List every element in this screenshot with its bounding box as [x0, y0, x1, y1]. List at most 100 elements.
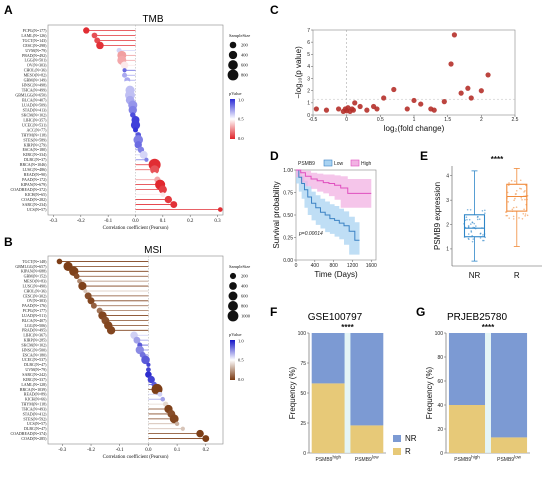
- x-category-label: PSMB9low: [355, 455, 379, 464]
- cancer-type-label: SARC(N=234): [22, 202, 47, 207]
- panel-a-title: TMB: [142, 14, 163, 25]
- lollipop-point: [158, 185, 167, 194]
- sample-point: [476, 218, 479, 221]
- survival-curve-chart: 0 400 800 1200 1600 0.00 0.25 0.50 0.75 1.00 Time …: [272, 159, 377, 279]
- sample-point: [507, 201, 509, 203]
- cancer-type-label: THCA(N=493): [22, 406, 47, 411]
- y-axis-label: PSMB9 expression: [433, 182, 442, 250]
- cancer-type-label: MESO(N=82): [24, 73, 48, 78]
- cancer-type-label: THCA(N=499): [22, 88, 47, 93]
- y-tick-label: 4: [446, 174, 449, 180]
- significance-stars: ****: [491, 155, 504, 164]
- y-tick-label: 0.00: [283, 258, 293, 264]
- sample-point: [519, 179, 522, 182]
- lollipop-point: [169, 414, 179, 424]
- size-legend-dot: [228, 60, 238, 70]
- colorbar-tick-label: 0.5: [238, 358, 244, 363]
- sample-point: [478, 218, 481, 221]
- y-axis-label: Frequency (%): [425, 366, 434, 419]
- cancer-type-label: COAD(N=282): [21, 197, 47, 202]
- cancer-type-label: STES(N=589): [23, 137, 47, 142]
- gene-point: [404, 106, 410, 112]
- x-tick-label: 1600: [366, 263, 377, 269]
- sample-point: [506, 214, 509, 217]
- lollipop-point: [87, 297, 95, 305]
- y-tick-label: 0.25: [283, 235, 293, 241]
- cancer-type-label: KICH(N=65): [25, 192, 47, 197]
- sample-point: [472, 238, 475, 240]
- sample-point: [484, 209, 486, 212]
- lollipop-point: [196, 429, 204, 438]
- lollipop-point: [139, 150, 148, 159]
- cancer-type-label: COADREAD(N=374): [10, 431, 47, 436]
- size-legend-title: SampleSize: [229, 264, 250, 269]
- y-axis-label: −log₁₀(p value): [294, 46, 303, 99]
- lollipop-point: [120, 61, 129, 70]
- lollipop-point: [160, 192, 166, 197]
- y-tick-label: 4: [307, 64, 310, 70]
- sample-point: [524, 190, 526, 192]
- lollipop-point: [96, 41, 104, 50]
- significance-stars: ****: [482, 323, 495, 332]
- bar-segment-nr: [350, 333, 384, 426]
- gene-point: [478, 88, 484, 94]
- sample-point: [508, 217, 510, 219]
- pvalue-colorbar: [230, 340, 235, 380]
- x-tick-label: 0: [345, 117, 348, 123]
- size-legend-label: 400: [241, 53, 249, 58]
- cancer-type-label: READ(N=90): [24, 172, 47, 177]
- x-tick-label: 0.0: [145, 448, 152, 453]
- gene-point: [448, 61, 454, 67]
- x-axis-label: Correlation coefficient (Pearson): [103, 226, 169, 231]
- sample-point: [510, 179, 513, 182]
- sample-point: [479, 233, 482, 235]
- sample-point: [508, 182, 510, 184]
- cancer-type-label: GBMLGG(N=657): [15, 264, 47, 269]
- lollipop-point: [90, 302, 97, 309]
- lollipop-point: [152, 172, 158, 178]
- x-tick-label: -0.2: [77, 219, 85, 224]
- x-tick-label: 2: [480, 117, 483, 123]
- colorbar-tick-label: 1.0: [238, 339, 244, 344]
- cancer-type-label: LAML(N=128): [21, 382, 47, 387]
- x-category-label: PSMB9low: [497, 455, 521, 464]
- lollipop-point: [157, 391, 163, 397]
- legend-label-r: R: [405, 447, 411, 456]
- lollipop-point: [133, 336, 141, 344]
- cancer-type-label: DLBC(N=47): [24, 362, 47, 367]
- y-tick-label: 3: [307, 76, 310, 82]
- sample-point: [484, 212, 486, 214]
- pvalue-colorbar: [230, 99, 235, 139]
- x-tick-label: 0.2: [187, 219, 194, 224]
- cancer-type-label: LIHC(N=367): [23, 333, 47, 338]
- lollipop-point: [56, 258, 63, 265]
- gse100797-stacked-bar-chart: PSMB9high PSMB9low 0 25 50 75 100 **** Frequency…: [288, 323, 386, 463]
- panel-a-label: A: [4, 3, 13, 17]
- size-legend-label: 400: [241, 284, 249, 289]
- cancer-type-label: ACC(N=77): [26, 127, 47, 132]
- sample-point: [476, 216, 479, 218]
- response-legend: NR R: [393, 434, 417, 456]
- cancer-type-label: KIRC(N=337): [23, 377, 47, 382]
- size-legend-title: SampleSize: [229, 33, 250, 38]
- cancer-type-label: KIRP(N=285): [24, 338, 48, 343]
- panel-b-label: B: [4, 235, 13, 249]
- x-category-label: R: [514, 271, 520, 280]
- sample-point: [523, 208, 525, 211]
- cancer-type-label: MESO(N=83): [24, 279, 48, 284]
- sample-point: [514, 197, 516, 200]
- x-tick-label: 0.3: [214, 219, 221, 224]
- cancer-type-label: LUAD(N=509): [22, 102, 48, 107]
- sample-point: [524, 213, 527, 215]
- lollipop-point: [78, 281, 87, 291]
- lollipop-point: [122, 72, 128, 78]
- gene-point: [485, 72, 491, 78]
- sample-point: [511, 208, 514, 211]
- y-tick-label: 0.75: [283, 190, 293, 196]
- y-tick-label: 40: [437, 403, 443, 409]
- cancer-type-label: LGG(N=501): [24, 58, 47, 63]
- y-tick-label: 1: [307, 101, 310, 107]
- sample-point: [521, 218, 524, 220]
- y-tick-label: 7: [307, 28, 310, 34]
- sample-point: [481, 209, 484, 212]
